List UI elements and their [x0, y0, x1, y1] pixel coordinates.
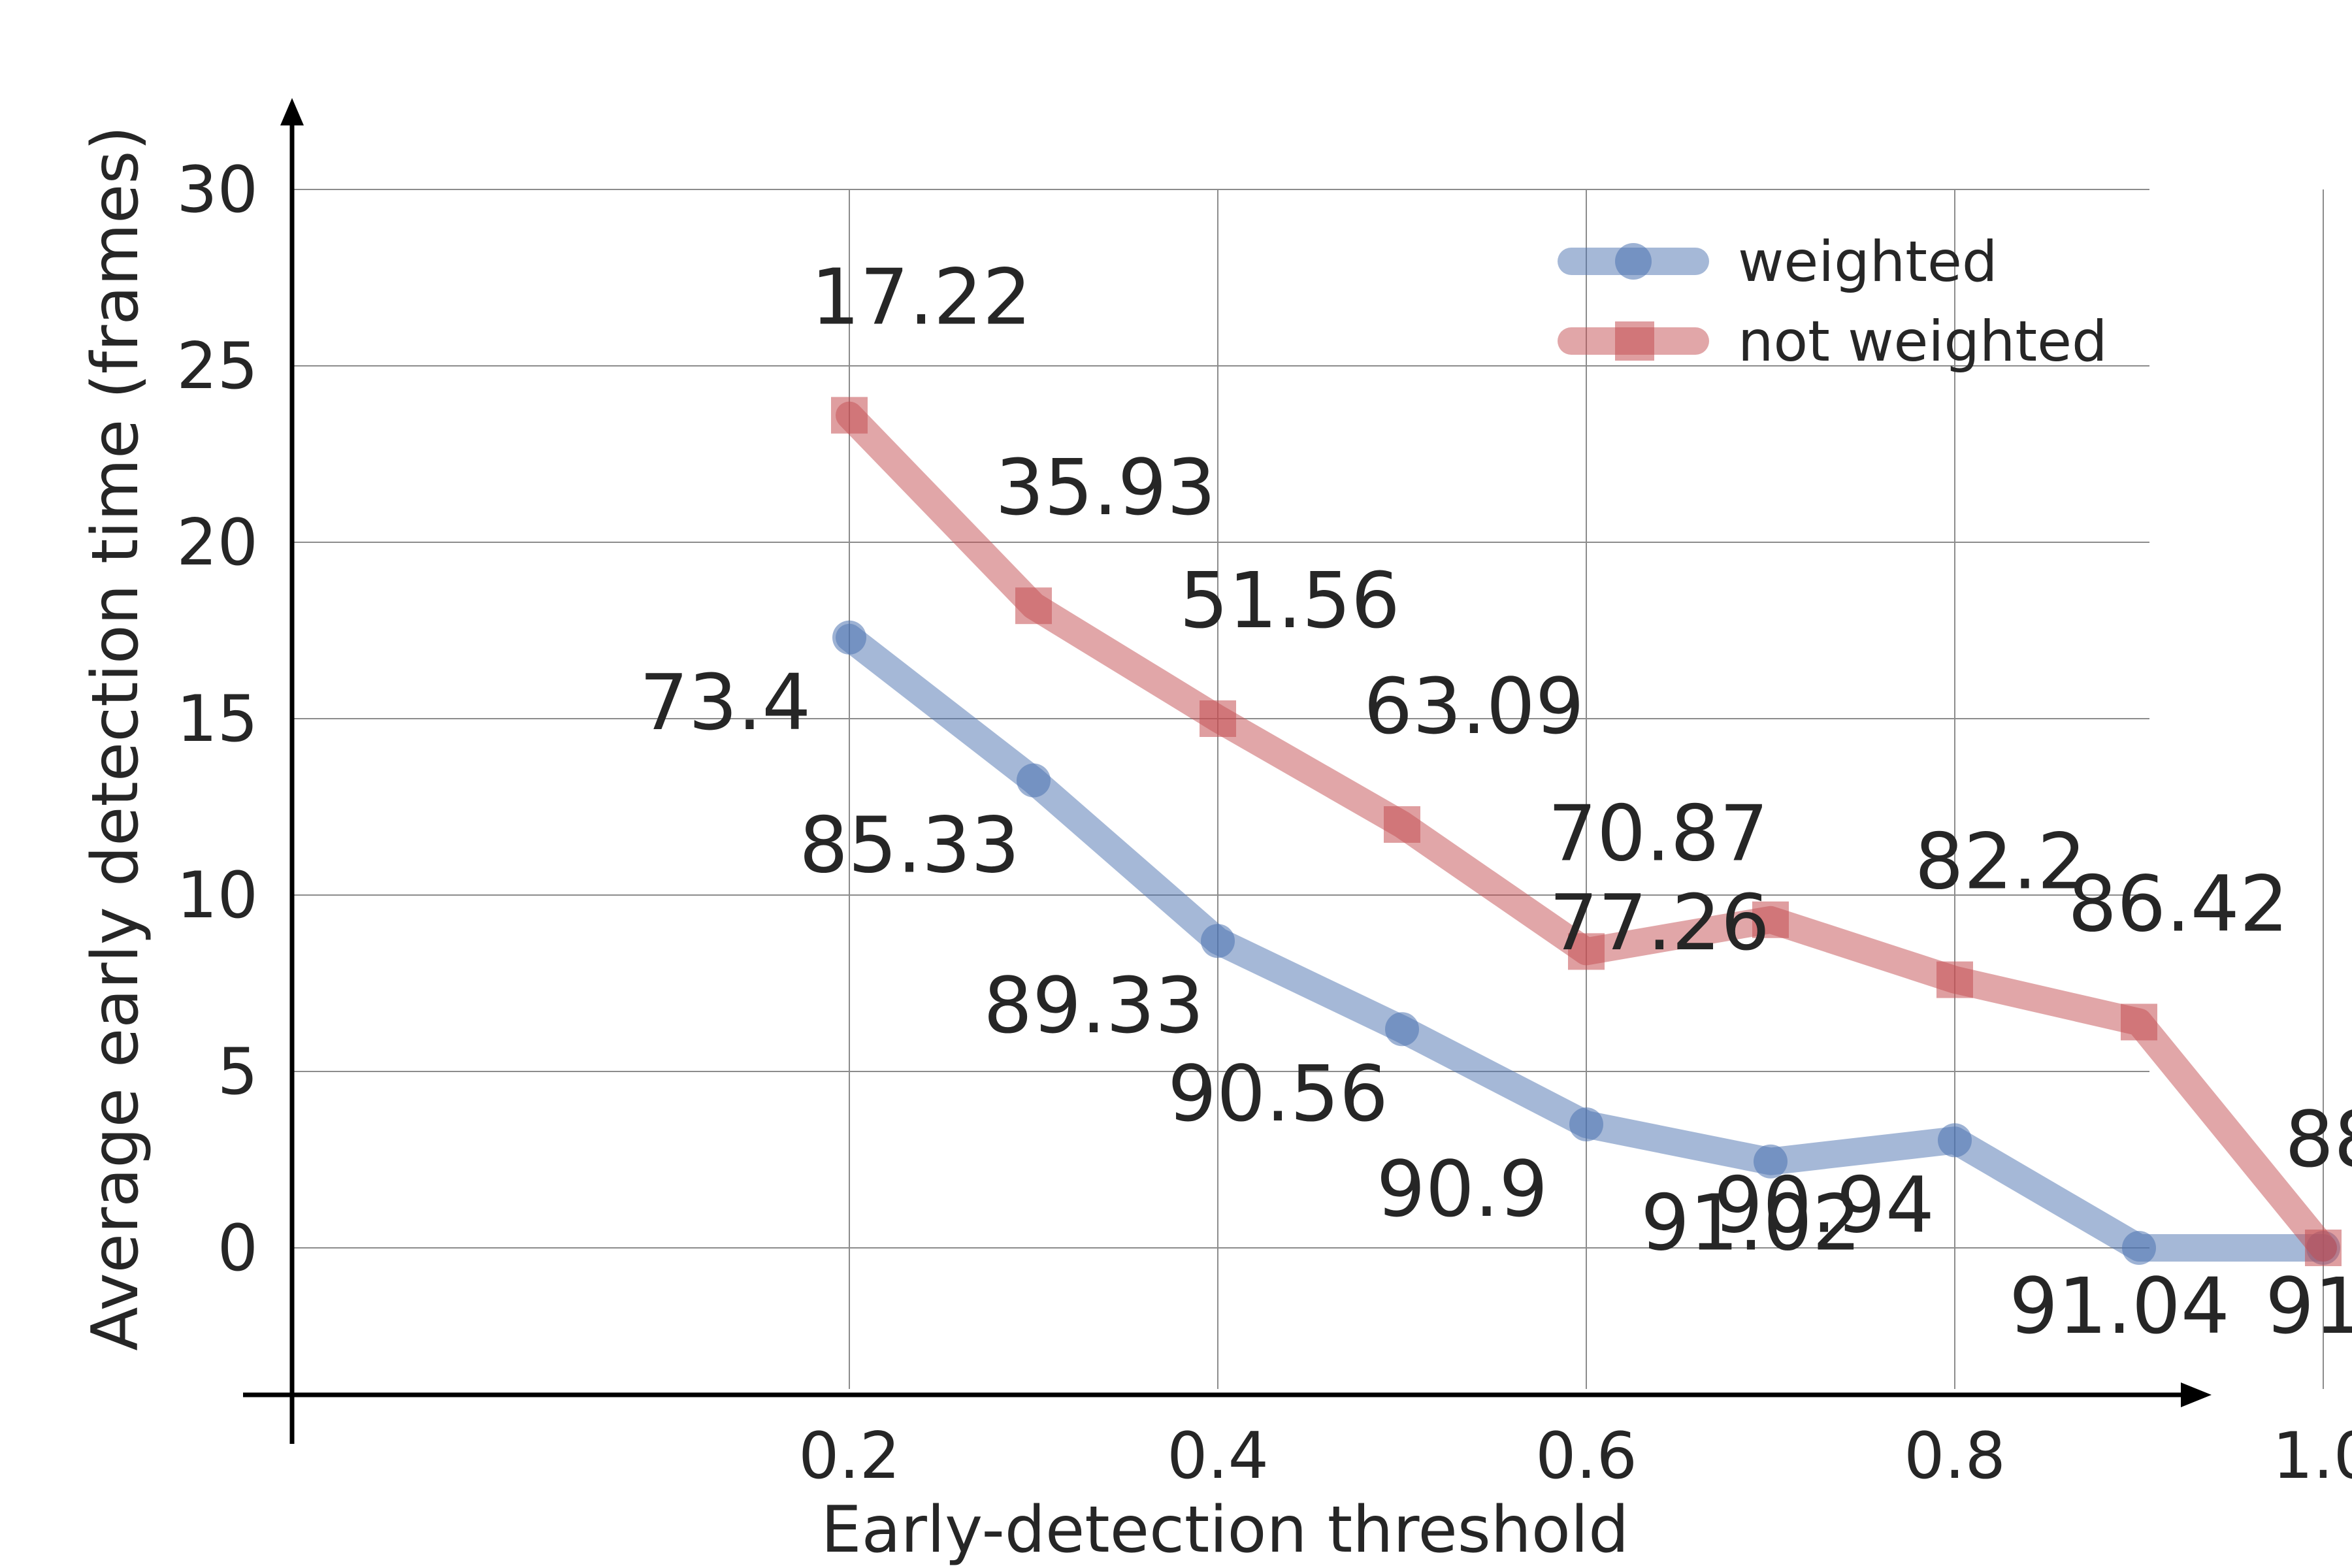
data-label: 90.94 [1714, 1160, 1935, 1250]
data-label: 88.93 [2285, 1094, 2352, 1184]
y-axis-arrow [280, 98, 304, 125]
legend-marker [1615, 321, 1654, 361]
data-point-weighted [1754, 1144, 1788, 1179]
data-label: 85.33 [799, 800, 1020, 890]
data-label: 91.04 [2009, 1261, 2230, 1351]
data-point-weighted [1569, 1107, 1603, 1141]
data-label: 90.9 [1377, 1144, 1548, 1234]
data-point-weighted [2122, 1231, 2156, 1265]
legend-label: not weighted [1738, 309, 2108, 374]
data-label: 70.87 [1548, 788, 1769, 878]
data-point-weighted [832, 620, 866, 655]
y-tick-label: 20 [176, 506, 258, 580]
data-point-not-weighted [1568, 933, 1605, 970]
y-tick-label: 0 [218, 1211, 258, 1286]
data-label: 91.02 [1641, 1178, 1861, 1268]
axes: 0 5 10 15 20 25 30 0.2 0.4 0.6 0.8 1.0 [176, 98, 2352, 1494]
data-label: 17.22 [811, 252, 1032, 342]
data-label: 82.2 [1915, 817, 2087, 907]
data-label: 86.42 [2068, 858, 2289, 949]
x-tick-label: 0.8 [1904, 1419, 2006, 1494]
data-label: 89.33 [983, 960, 1204, 1051]
data-point-not-weighted [2121, 1004, 2157, 1041]
data-label: 63.09 [1364, 661, 1584, 751]
data-point-not-weighted [1384, 806, 1420, 843]
data-label: 73.4 [640, 657, 811, 747]
data-point-weighted [1385, 1012, 1419, 1047]
data-label: 91.04 [2265, 1261, 2352, 1351]
data-point-not-weighted [1200, 700, 1236, 737]
data-point-weighted [1201, 924, 1235, 958]
data-point-not-weighted [2305, 1230, 2342, 1266]
data-label: 77.26 [1549, 877, 1770, 968]
legend-marker [1615, 243, 1652, 280]
y-tick-label: 30 [176, 153, 258, 227]
data-label: 90.56 [1168, 1049, 1388, 1139]
x-tick-label: 0.4 [1167, 1419, 1269, 1494]
data-point-not-weighted [1752, 901, 1789, 938]
legend: weighted not weighted [1558, 229, 2108, 374]
legend-label: weighted [1738, 229, 1997, 295]
data-point-not-weighted [1015, 587, 1052, 625]
y-tick-label: 25 [176, 329, 258, 404]
x-tick-label: 0.2 [798, 1419, 900, 1494]
x-tick-label: 1.0 [2272, 1419, 2352, 1494]
x-tick-label: 0.6 [1535, 1419, 1637, 1494]
data-point-weighted [1938, 1123, 1972, 1158]
x-axis-label: Early-detection threshold [821, 1493, 1629, 1567]
data-label: 51.56 [1179, 555, 1400, 645]
y-axis-label: Average early detection time (frames) [78, 125, 153, 1350]
data-label: 35.93 [995, 442, 1216, 532]
y-tick-label: 15 [176, 682, 258, 757]
y-tick-label: 5 [218, 1035, 258, 1109]
series [831, 397, 2342, 1266]
data-point-not-weighted [1936, 961, 1973, 998]
y-tick-label: 10 [176, 858, 258, 933]
data-point-weighted [1017, 763, 1051, 798]
data-point-not-weighted [831, 397, 868, 434]
x-axis-arrow [2181, 1382, 2212, 1407]
grid [291, 189, 2324, 1389]
